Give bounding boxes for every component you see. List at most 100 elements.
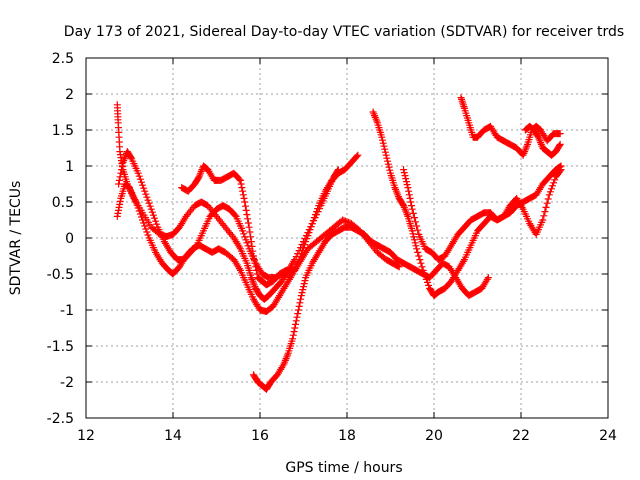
data-point [292,320,300,328]
data-point [238,184,246,192]
data-point [405,191,413,199]
data-point [115,176,123,184]
data-point [243,211,251,219]
data-point [406,194,414,202]
data-point [194,174,202,182]
data-point [294,310,302,318]
data-point [149,211,157,219]
data-point [311,211,319,219]
x-axis: 12 14 16 18 20 22 24 [77,58,617,444]
series-track-5 [249,223,492,393]
data-point [417,259,425,267]
data-point [244,219,252,227]
data-point [244,215,252,223]
data-point [410,233,418,241]
data-point [148,208,156,216]
grid [86,58,608,418]
x-tick-label: 12 [77,428,95,444]
data-point [300,280,308,288]
data-point [251,259,259,267]
data-point [141,222,149,230]
y-tick-label: 2.5 [52,51,74,67]
data-point [413,222,421,230]
data-point [314,205,322,213]
data-point [303,235,311,243]
data-point [134,169,142,177]
data-point [412,218,420,226]
data-point [144,196,152,204]
data-point [140,184,148,192]
data-point [295,302,303,310]
data-point [151,214,159,222]
data-point [249,252,257,260]
y-tick-label: 0.5 [52,195,74,211]
data-point [379,139,387,147]
data-point [543,199,551,207]
data-point [544,195,552,203]
data-point [136,175,144,183]
data-point [143,228,151,236]
y-tick-label: 1 [65,159,74,175]
data-point [242,236,250,244]
data-point [289,335,297,343]
data-point [247,238,255,246]
y-tick-label: -1 [60,303,74,319]
data-point [135,207,143,215]
data-point [420,269,428,277]
data-point [135,172,143,180]
y-tick-label: -2 [60,375,74,391]
x-tick-label: 16 [251,428,269,444]
data-point [416,256,424,264]
data-point [144,231,152,239]
y-tick-label: -0.5 [47,267,74,283]
data-point [134,204,142,212]
data-point [399,200,407,208]
data-point [252,266,260,274]
data-point [139,181,147,189]
data-point [408,205,416,213]
y-tick-label: 1.5 [52,123,74,139]
data-point [297,292,305,300]
data-point [380,142,388,150]
data-point [541,208,549,216]
data-point [354,151,362,159]
data-point [239,227,247,235]
data-point [381,148,389,156]
data-point [401,172,409,180]
data-point [381,145,389,153]
data-point [289,331,297,339]
data-point [412,242,420,250]
data-point [378,133,386,141]
data-point [231,211,239,219]
data-point [292,317,300,325]
data-point [142,225,150,233]
data-point [294,306,302,314]
data-point [410,214,418,222]
series-track-3 [115,148,403,282]
data-point [534,132,542,140]
data-point [556,167,564,175]
y-axis-title: SDTVAR / TECUs [8,181,24,296]
data-point [249,247,257,255]
data-point [308,220,316,228]
data-point [293,313,301,321]
data-point [418,263,426,271]
data-point [313,208,321,216]
data-point [384,160,392,168]
data-point [304,232,312,240]
data-point [402,178,410,186]
data-point [152,217,160,225]
data-point [413,245,421,253]
data-point [239,191,247,199]
data-point [299,286,307,294]
data-point [248,242,256,250]
data-point [145,199,153,207]
series-track-6 [369,108,565,300]
data-point [239,187,247,195]
data-point [137,178,145,186]
x-tick-label: 24 [599,428,617,444]
data-point [236,176,244,184]
data-point [410,236,418,244]
data-point [557,166,565,174]
